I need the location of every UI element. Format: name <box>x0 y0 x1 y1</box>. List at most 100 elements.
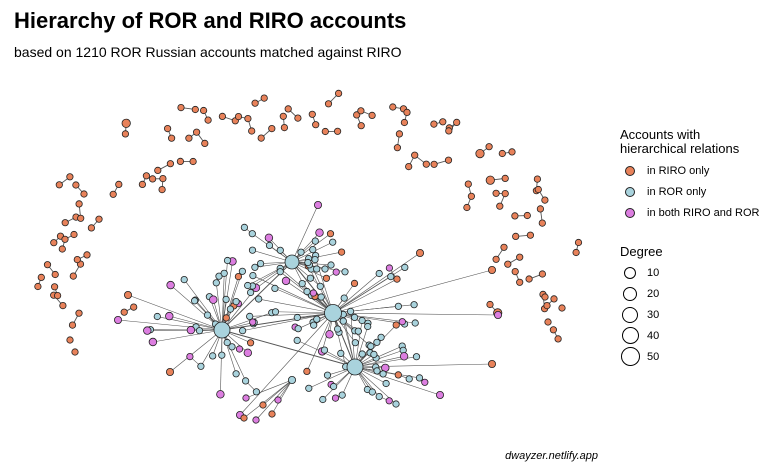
node-riro <box>496 202 504 210</box>
node-riro <box>73 255 81 264</box>
node-both <box>385 264 393 272</box>
node-riro <box>95 215 103 223</box>
edge <box>220 329 223 395</box>
legend-label: in RIRO only <box>647 164 710 177</box>
edge <box>249 312 334 317</box>
node-ror <box>341 268 349 276</box>
node-riro <box>168 134 176 142</box>
node-ror <box>401 263 409 271</box>
edge <box>271 379 293 415</box>
node-riro <box>279 112 287 120</box>
node-riro <box>308 110 316 118</box>
node-riro <box>400 118 408 127</box>
node-riro <box>334 89 343 98</box>
edge <box>291 204 319 263</box>
node-ror <box>271 284 279 292</box>
node-riro <box>259 401 267 409</box>
node-both <box>493 310 502 319</box>
node-both <box>385 397 393 405</box>
node-riro <box>244 115 252 123</box>
node-both <box>165 311 174 321</box>
legend-label: in both RIRO and ROR <box>647 206 760 219</box>
legend-swatch <box>625 186 635 197</box>
node-riro <box>130 303 138 311</box>
node-riro <box>58 245 66 253</box>
node-riro <box>337 248 346 256</box>
edge <box>332 312 347 367</box>
node-riro <box>504 260 512 268</box>
node-ror <box>306 274 314 282</box>
node-riro <box>350 279 359 287</box>
nodes <box>34 89 583 424</box>
node-ror <box>338 391 346 399</box>
node-ror <box>287 375 296 384</box>
node-riro <box>185 134 193 142</box>
node-riro <box>393 275 401 283</box>
node-ror <box>346 307 355 315</box>
node-ror <box>242 377 250 385</box>
node-both <box>331 394 340 402</box>
node-riro <box>234 272 242 281</box>
edge <box>239 312 334 416</box>
legend-label: 50 <box>647 350 660 363</box>
node-riro <box>326 230 335 238</box>
node-ror <box>203 311 212 319</box>
node-both <box>398 318 406 326</box>
node-ror <box>239 327 247 335</box>
edge <box>332 312 356 368</box>
node-ror <box>319 395 327 404</box>
node-both <box>143 326 152 335</box>
node-riro <box>403 108 411 117</box>
node-riro <box>294 114 302 122</box>
node-riro <box>324 100 333 108</box>
node-ror <box>311 237 319 245</box>
edge <box>332 278 398 314</box>
node-ror <box>220 269 228 277</box>
node-riro <box>77 214 85 222</box>
node-ror <box>212 279 220 287</box>
node-both <box>249 318 257 326</box>
node-ror <box>368 388 376 396</box>
edge <box>245 379 293 399</box>
node-ror <box>329 382 338 391</box>
node-riro <box>257 134 265 142</box>
legend-item-group: in ROR only <box>620 181 760 202</box>
node-both <box>243 348 252 357</box>
node-riro <box>158 186 166 194</box>
node-riro <box>485 143 493 151</box>
node-riro <box>234 113 243 121</box>
node-riro <box>511 212 519 220</box>
node-ror <box>238 267 246 275</box>
node-ror <box>309 246 317 254</box>
node-both <box>186 352 194 361</box>
edge <box>221 273 225 331</box>
node-riro <box>43 261 52 269</box>
node-ror <box>321 265 329 273</box>
edge <box>252 261 293 287</box>
node-riro <box>574 238 583 247</box>
node-riro <box>164 125 172 133</box>
node-riro <box>176 157 184 165</box>
node-ror <box>350 313 359 321</box>
node-riro <box>177 104 185 112</box>
node-both <box>435 390 444 399</box>
node-riro <box>165 367 174 376</box>
legend-swatch <box>625 165 635 176</box>
node-riro <box>83 251 91 259</box>
edge <box>332 273 380 314</box>
node-ror <box>310 321 318 329</box>
node-riro <box>463 203 471 212</box>
node-riro <box>541 196 549 204</box>
node-ror <box>153 312 161 321</box>
node-riro <box>87 224 96 232</box>
chart-subtitle: based on 1210 ROR Russian accounts match… <box>14 44 402 60</box>
node-ror <box>410 301 418 309</box>
edge <box>152 329 223 343</box>
node-ror <box>252 388 260 396</box>
node-ror <box>294 325 302 333</box>
edge <box>308 366 356 389</box>
node-ror <box>351 339 359 347</box>
node-riro <box>389 103 397 111</box>
node-riro <box>247 339 255 347</box>
node-riro <box>544 318 552 326</box>
